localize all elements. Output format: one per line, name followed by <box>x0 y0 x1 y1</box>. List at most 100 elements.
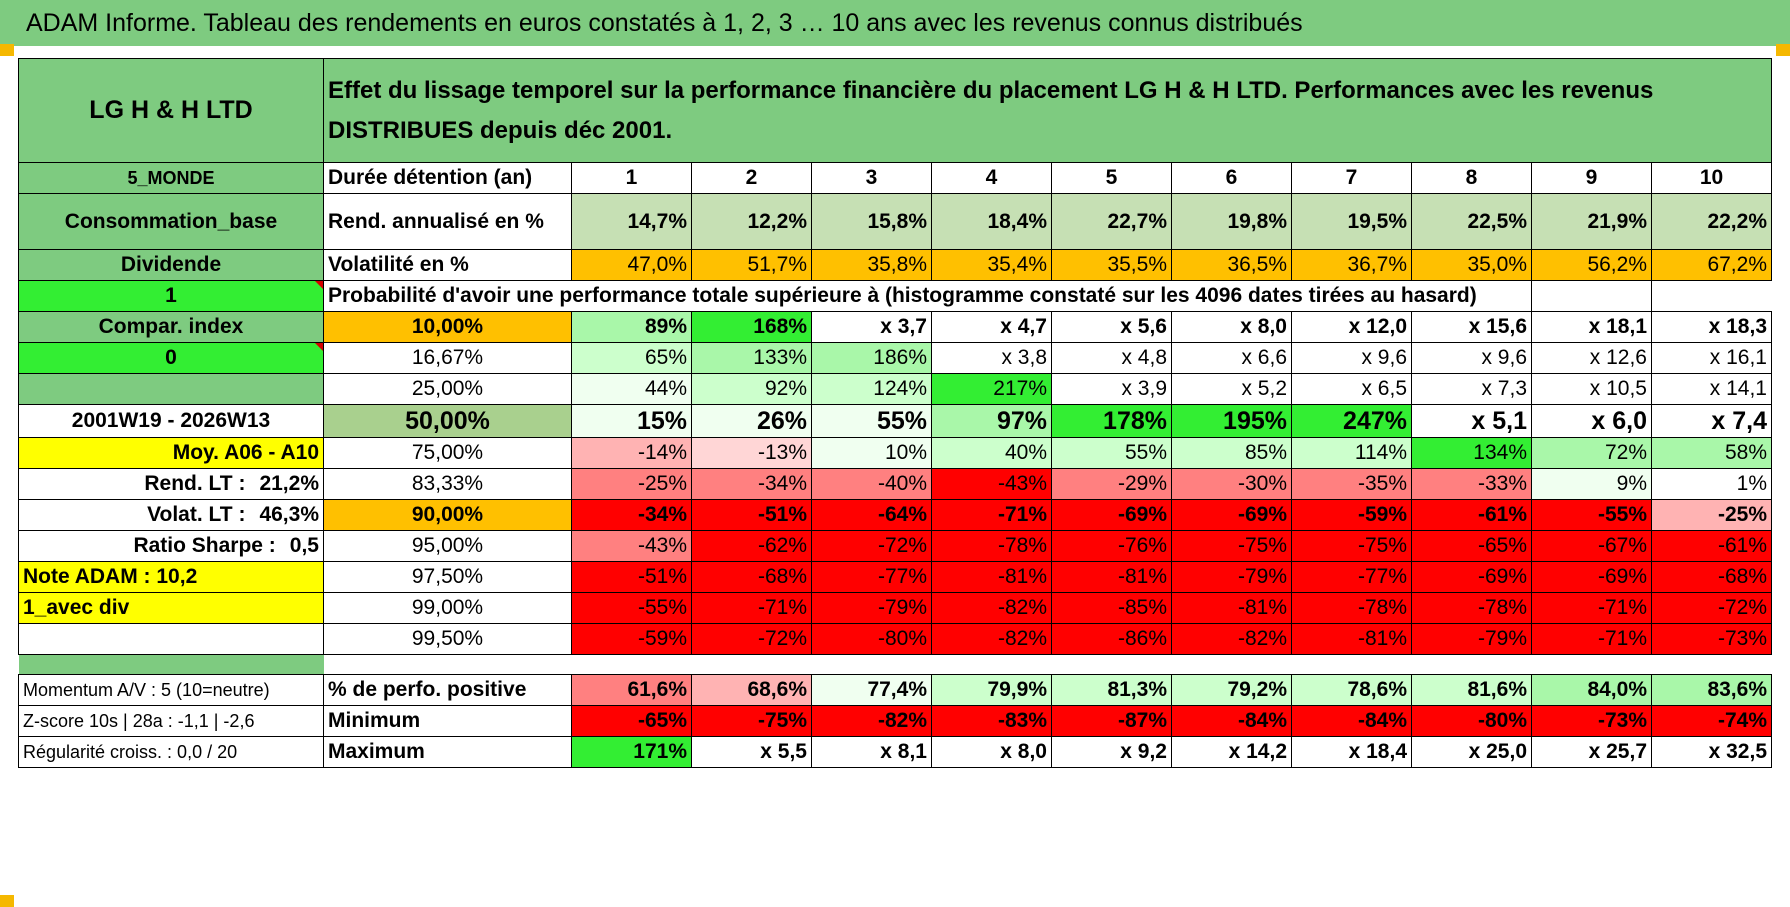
quantile-value: -13% <box>691 437 812 469</box>
quantile-value: x 18,3 <box>1651 311 1772 343</box>
min-value: -74% <box>1651 705 1772 737</box>
pos-value: 83,6% <box>1651 674 1772 706</box>
rend-value: 22,5% <box>1411 193 1532 250</box>
avec-div-selector[interactable]: 1_avec div <box>18 592 324 624</box>
fund-name: LG H & H LTD <box>18 58 324 163</box>
quantile-value: -33% <box>1411 468 1532 500</box>
quantile-value: 133% <box>691 342 812 374</box>
pos-value: 84,0% <box>1531 674 1652 706</box>
quantile-value: -34% <box>691 468 812 500</box>
quantile-value: 114% <box>1291 437 1412 469</box>
rend-label: Rend. annualisé en % <box>323 193 572 250</box>
quantile-value: 92% <box>691 373 812 405</box>
quantile-value: 1% <box>1651 468 1772 500</box>
min-value: -83% <box>931 705 1052 737</box>
pos-value: 78,6% <box>1291 674 1412 706</box>
quantile-value: -30% <box>1171 468 1292 500</box>
quantile-value: 26% <box>691 404 812 438</box>
note-adam: Note ADAM : 10,2 <box>18 561 324 593</box>
min-value: -65% <box>571 705 692 737</box>
quantile-label: 95,00% <box>323 530 572 562</box>
corner-marker <box>1776 44 1790 56</box>
quantile-value: -82% <box>1171 623 1292 655</box>
quantile-label: 75,00% <box>323 437 572 469</box>
quantile-value: -69% <box>1171 499 1292 531</box>
quantile-value: -25% <box>571 468 692 500</box>
min-value: -87% <box>1051 705 1172 737</box>
rend-value: 18,4% <box>931 193 1052 250</box>
quantile-value: -76% <box>1051 530 1172 562</box>
vol-value: 51,7% <box>691 249 812 281</box>
quantile-value: -79% <box>1171 561 1292 593</box>
quantile-value: -72% <box>811 530 932 562</box>
quantile-value: -81% <box>1171 592 1292 624</box>
select-0-dropdown[interactable]: 0 <box>18 342 324 374</box>
rend-value: 21,9% <box>1531 193 1652 250</box>
vol-value: 36,5% <box>1171 249 1292 281</box>
quantile-value: x 18,1 <box>1531 311 1652 343</box>
quantile-value: x 4,8 <box>1051 342 1172 374</box>
quantile-value: -69% <box>1411 561 1532 593</box>
quantile-value: x 10,5 <box>1531 373 1652 405</box>
max-value: x 14,2 <box>1171 736 1292 768</box>
vol-value: 67,2% <box>1651 249 1772 281</box>
quantile-value: -25% <box>1651 499 1772 531</box>
min-value: -80% <box>1411 705 1532 737</box>
max-value: x 25,0 <box>1411 736 1532 768</box>
quantile-value: x 3,8 <box>931 342 1052 374</box>
quantile-value: -86% <box>1051 623 1172 655</box>
vol-value: 35,4% <box>931 249 1052 281</box>
vol-value: 35,5% <box>1051 249 1172 281</box>
select-1-dropdown[interactable]: 1 <box>18 280 324 312</box>
rend-value: 19,5% <box>1291 193 1412 250</box>
quantile-label: 83,33% <box>323 468 572 500</box>
max-label: Maximum <box>323 736 572 768</box>
quantile-value: -71% <box>691 592 812 624</box>
period-label: 2001W19 - 2026W13 <box>18 404 324 438</box>
quantile-value: -61% <box>1411 499 1532 531</box>
quantile-value: x 9,6 <box>1411 342 1532 374</box>
quantile-value: 58% <box>1651 437 1772 469</box>
spacer-green <box>18 654 324 675</box>
quantile-value: -85% <box>1051 592 1172 624</box>
quantile-value: 55% <box>811 404 932 438</box>
quantile-value: -69% <box>1051 499 1172 531</box>
rend-value: 14,7% <box>571 193 692 250</box>
compar-index-cell: Compar. index <box>18 311 324 343</box>
quantile-value: -80% <box>811 623 932 655</box>
quantile-value: -72% <box>691 623 812 655</box>
momentum-label: Momentum A/V : 5 (10=neutre) <box>18 674 324 706</box>
quantile-value: 124% <box>811 373 932 405</box>
pos-label: % de perfo. positive <box>323 674 572 706</box>
quantile-value: 168% <box>691 311 812 343</box>
quantile-label: 25,00% <box>323 373 572 405</box>
quantile-value: -81% <box>1291 623 1412 655</box>
quantile-value: x 6,0 <box>1531 404 1652 438</box>
quantile-value: -81% <box>931 561 1052 593</box>
spacer <box>323 654 1772 675</box>
year-header: 9 <box>1531 162 1652 194</box>
empty-green-cell <box>18 373 324 405</box>
max-value: x 8,1 <box>811 736 932 768</box>
quantile-value: x 16,1 <box>1651 342 1772 374</box>
min-value: -82% <box>811 705 932 737</box>
vol-value: 56,2% <box>1531 249 1652 281</box>
volat-lt-label: Volat. LT : <box>147 503 246 526</box>
quantile-value: -43% <box>931 468 1052 500</box>
quantile-label: 10,00% <box>323 311 572 343</box>
quantile-value: x 5,6 <box>1051 311 1172 343</box>
quantile-value: -62% <box>691 530 812 562</box>
quantile-value: -82% <box>931 623 1052 655</box>
quantile-value: -61% <box>1651 530 1772 562</box>
quantile-label: 97,50% <box>323 561 572 593</box>
quantile-value: 134% <box>1411 437 1532 469</box>
quantile-value: -51% <box>691 499 812 531</box>
year-header: 8 <box>1411 162 1532 194</box>
quantile-value: x 15,6 <box>1411 311 1532 343</box>
ratio-sharpe: Ratio Sharpe : 0,5 <box>18 530 324 562</box>
quantile-value: -82% <box>931 592 1052 624</box>
ratio-sharpe-value: 0,5 <box>289 534 319 557</box>
min-value: -84% <box>1291 705 1412 737</box>
quantile-value: x 4,7 <box>931 311 1052 343</box>
corner-marker <box>0 44 14 56</box>
